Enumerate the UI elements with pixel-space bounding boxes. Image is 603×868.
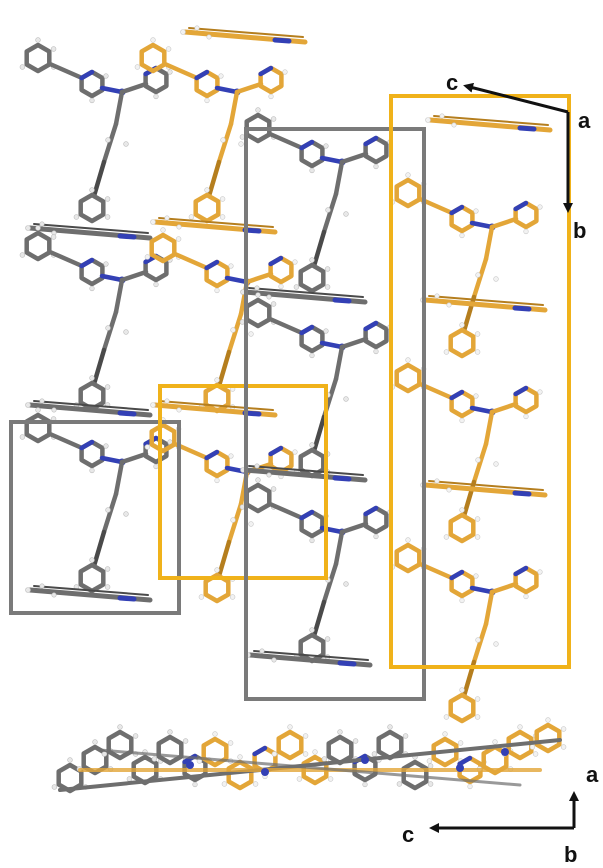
a-axis-label: a xyxy=(578,108,591,133)
side-c-axis-label: c xyxy=(402,822,414,847)
grey-molecule-column-left xyxy=(20,38,172,600)
c-axis-arrow xyxy=(463,82,569,114)
side-b-axis-label: b xyxy=(564,842,577,867)
top-view-axis-indicator: c a b xyxy=(446,70,591,243)
side-view-axis-indicator: a c b xyxy=(402,762,599,867)
orange-box-tall xyxy=(389,94,571,669)
orange-molecule-column-right xyxy=(390,114,550,721)
b-axis-label: b xyxy=(573,218,586,243)
orange-box-small xyxy=(158,384,328,580)
side-view-packing: a c b xyxy=(52,718,599,867)
side-a-axis-label: a xyxy=(586,762,599,787)
top-view-packing: c a b xyxy=(9,26,591,721)
c-axis-label: c xyxy=(446,70,458,95)
side-view-molecule-layer xyxy=(52,718,566,791)
grey-box-tall xyxy=(244,127,426,701)
grey-box-small xyxy=(9,420,181,615)
